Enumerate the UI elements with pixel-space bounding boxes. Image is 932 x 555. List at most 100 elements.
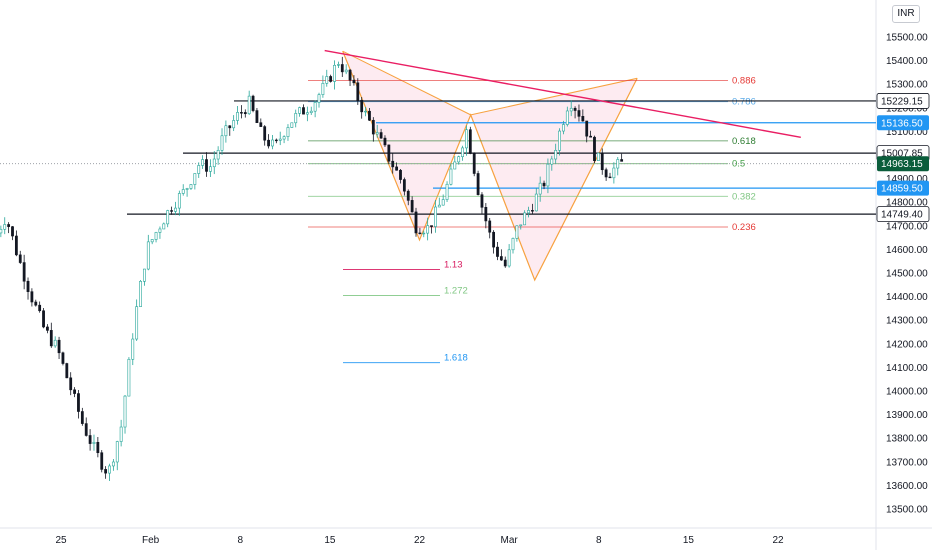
candle-body	[531, 210, 534, 212]
candle-body	[65, 363, 69, 379]
candle-body	[92, 441, 96, 444]
candle-body	[53, 339, 57, 347]
candle-body	[484, 207, 488, 222]
candle-body	[77, 393, 80, 412]
fib-level-label: 0.618	[732, 136, 756, 147]
fib-level-label: 0.5	[732, 159, 745, 170]
candle-body	[57, 339, 61, 354]
candle-body	[181, 189, 185, 194]
fib-level-label: 0.382	[732, 191, 756, 202]
candle-body	[596, 152, 600, 161]
price-tick-label: 13900.00	[886, 410, 928, 421]
candle-body	[255, 110, 259, 124]
candle-body	[259, 122, 263, 127]
candle-body	[46, 326, 49, 331]
time-tick-label: Feb	[142, 535, 160, 546]
candle-body	[278, 138, 282, 141]
price-tag-label: 14749.40	[881, 210, 923, 221]
candle-body	[612, 167, 616, 179]
candle-body	[554, 150, 558, 160]
candle-body	[472, 153, 476, 174]
candle-body	[232, 120, 236, 129]
price-tag-label: 15007.85	[881, 149, 923, 160]
currency-badge[interactable]: INR	[892, 5, 920, 23]
price-tag-box	[877, 156, 929, 172]
candle-body	[437, 204, 441, 208]
candle-body	[379, 132, 383, 139]
candle-body	[158, 228, 162, 233]
price-tick-label: 13500.00	[886, 505, 928, 516]
candle-body	[267, 139, 270, 147]
candle-body	[185, 188, 189, 190]
time-tick-label: 8	[596, 535, 602, 546]
candle-body	[290, 122, 294, 128]
candle-body	[340, 64, 344, 73]
candle-body	[166, 210, 170, 225]
candle-body	[434, 206, 437, 227]
candle-body	[406, 190, 410, 201]
candle-body	[84, 423, 88, 436]
price-tick-label: 14300.00	[886, 316, 928, 327]
candle-body	[313, 102, 317, 112]
candle-body	[305, 112, 309, 115]
candle-body	[208, 166, 212, 172]
pattern-link-bd	[470, 77, 638, 116]
price-tick-label: 14400.00	[886, 292, 928, 303]
time-axis[interactable]: 25 Feb 8 15 22 Mar 8 15 22	[55, 535, 784, 546]
price-tag-box	[877, 115, 929, 131]
candle-body	[395, 166, 399, 171]
horizontal-levels[interactable]	[0, 100, 876, 215]
candle-body	[243, 112, 247, 115]
candle-body	[542, 182, 546, 187]
candle-body	[573, 107, 577, 111]
trendline[interactable]	[324, 49, 801, 138]
candle-body	[426, 225, 430, 234]
price-tick-label: 14700.00	[886, 221, 928, 232]
candle-body	[7, 224, 11, 227]
time-tick-label: 22	[772, 535, 784, 546]
candle-body	[604, 169, 608, 178]
candle-body	[115, 441, 119, 463]
candle-body	[562, 124, 565, 132]
candle-body	[30, 291, 34, 303]
candle-body	[527, 210, 530, 214]
candle-body	[515, 225, 519, 239]
candle-body	[69, 377, 73, 391]
candle-body	[0, 228, 3, 234]
candle-body	[511, 238, 515, 251]
candle-body	[146, 241, 150, 270]
candle-body	[538, 182, 542, 195]
candle-body	[402, 179, 406, 192]
candle-body	[34, 301, 38, 306]
candle-body	[368, 110, 371, 121]
candle-body	[123, 395, 127, 428]
candle-body	[61, 352, 65, 364]
harmonic-pattern[interactable]	[342, 50, 638, 282]
candle-body	[503, 259, 507, 267]
candle-body	[104, 469, 108, 474]
price-tag-box	[877, 180, 929, 196]
price-tick-label: 15100.00	[886, 127, 928, 138]
candle-body	[111, 461, 115, 467]
fib-level-label: 0.236	[732, 222, 756, 233]
candle-body	[550, 158, 554, 165]
candle-body	[309, 110, 313, 113]
candle-body	[143, 268, 146, 282]
candle-body	[600, 152, 604, 171]
candle-body	[414, 211, 418, 234]
candle-body	[108, 465, 111, 474]
candle-body	[546, 163, 550, 187]
price-tick-label: 13800.00	[886, 434, 928, 445]
time-tick-label: 25	[55, 535, 67, 546]
candle-body	[193, 173, 197, 185]
candle-body	[131, 338, 135, 360]
candle-body	[410, 200, 414, 213]
candle-body	[49, 330, 53, 347]
candle-body	[449, 168, 453, 185]
fib-level-label: 0.886	[732, 76, 756, 87]
candle-body	[325, 76, 329, 84]
candle-body	[333, 64, 336, 82]
